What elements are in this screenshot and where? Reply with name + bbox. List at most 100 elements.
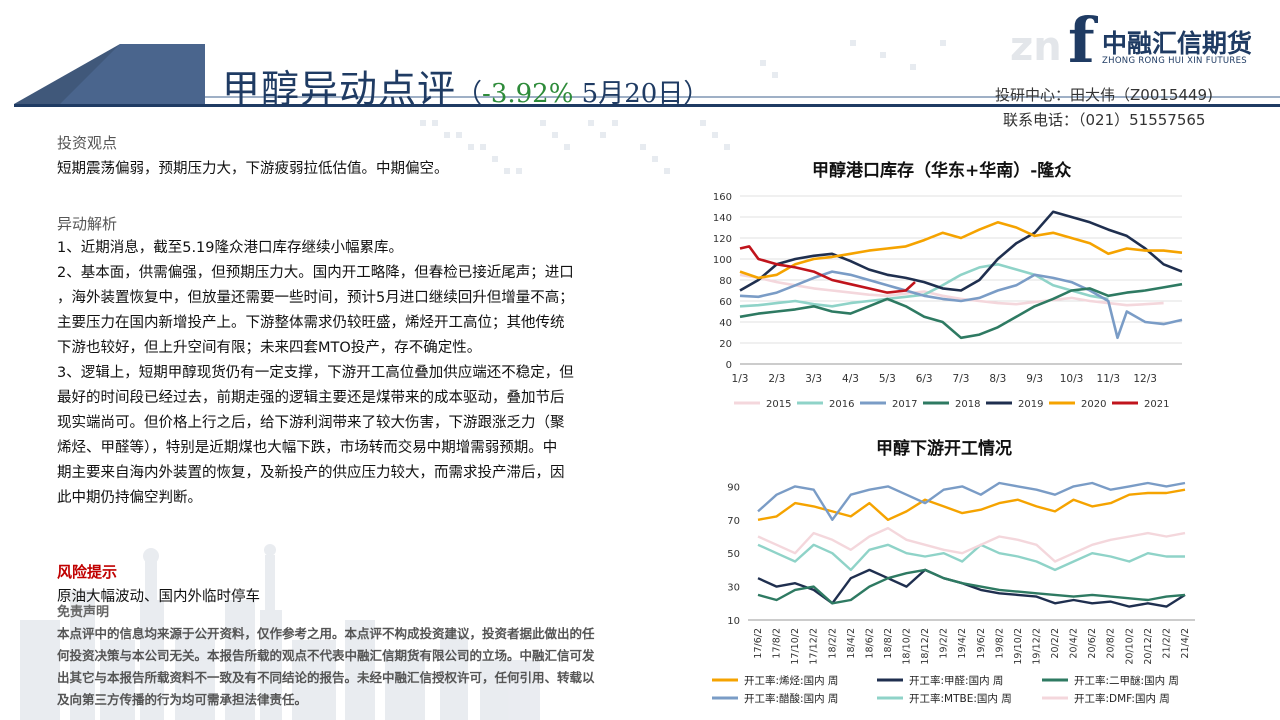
x-tick-label: 10/3 — [1060, 373, 1084, 385]
chart1-title: 甲醇港口库存（华东+华南）-隆众 — [812, 161, 1072, 181]
x-tick-label: 19/12/2 — [1031, 628, 1042, 665]
title-date: 5月20日 — [573, 79, 684, 109]
series-line — [757, 526, 1186, 563]
x-tick-label: 6/3 — [916, 373, 933, 385]
y-tick-label: 30 — [727, 583, 740, 594]
series-line-2018 — [739, 282, 1183, 340]
series-line — [757, 488, 1186, 521]
logo-name: 中融汇信期货 — [1102, 29, 1253, 58]
x-tick-label: 20/6/2 — [1087, 628, 1098, 659]
legend-label: 2015 — [766, 399, 791, 410]
analysis-section-text: 1、近期消息，截至5.19隆众港口库存继续小幅累库。 2、基本面，供需偏强，但预… — [57, 236, 574, 511]
disclaimer-line: 及向第三方传播的行为均可需承担法律责任。 — [57, 692, 308, 707]
x-tick-label: 20/10/2 — [1124, 628, 1135, 665]
x-tick-label: 4/3 — [842, 373, 859, 385]
legend-label: 2019 — [1018, 399, 1043, 410]
legend-label: 2018 — [955, 399, 980, 410]
y-tick-label: 90 — [727, 482, 740, 493]
title-paren-open: （ — [456, 79, 483, 109]
analysis-line: 2、基本面，供需偏强，但预期压力大。国内开工略降，但春检已接近尾声；进口 — [57, 265, 574, 281]
disclaimer-title: 免责声明 — [57, 605, 110, 620]
analysis-line: 下游也较好，但上升空间有限；未来四套MTO投产，存不确定性。 — [57, 340, 482, 356]
y-tick-label: 80 — [719, 276, 732, 287]
disclaimer-line: 何投资决策与本公司无关。本报告所载的观点不代表中融汇信期货有限公司的立场。中融汇… — [57, 648, 595, 663]
analysis-line: 期主要来自海内外装置的恢复，及新投产的供应压力较大，而需求投产滞后，因 — [57, 465, 565, 481]
series-line-2021 — [739, 245, 916, 294]
analysis-line: 最好的时间段已经过去，前期走强的逻辑主要还是煤带来的成本驱动，叠加节后 — [57, 390, 565, 406]
phone-info: 联系电话：（021）51557565 — [1003, 111, 1206, 129]
x-tick-label: 17/12/2 — [809, 628, 820, 665]
x-tick-label: 9/3 — [1026, 373, 1043, 385]
x-tick-label: 21/4/2 — [1180, 628, 1191, 659]
analysis-line: 现实端尚可。但价格上行之后，给下游利润带来了较大伤害，下游跟涨乏力（聚 — [57, 415, 565, 431]
y-tick-label: 100 — [713, 255, 732, 266]
company-logo: zn f 中融汇信期货 ZHONG RONG HUI XIN FUTURES — [1010, 4, 1272, 77]
x-tick-label: 17/10/2 — [790, 628, 801, 665]
title-paren-close: ） — [683, 79, 710, 109]
x-tick-label: 11/3 — [1097, 373, 1121, 385]
legend-label: 开工率:甲醛:国内 周 — [909, 674, 1003, 687]
researcher-info: 投研中心：田大伟（Z0015449) — [995, 86, 1213, 104]
x-tick-label: 19/2/2 — [939, 628, 950, 659]
x-tick-label: 18/12/2 — [920, 628, 931, 665]
logo-f-icon: f — [1068, 4, 1095, 77]
x-tick-label: 18/8/2 — [883, 628, 894, 659]
x-tick-label: 18/10/2 — [902, 628, 913, 665]
series-line — [757, 543, 1185, 572]
logo-sub: ZHONG RONG HUI XIN FUTURES — [1102, 56, 1248, 66]
legend-label: 开工率:MTBE:国内 周 — [909, 692, 1012, 705]
series-line-2017 — [739, 270, 1183, 340]
view-section-title: 投资观点 — [57, 134, 118, 152]
disclaimer-text: 本点评中的信息均来源于公开资料，仅作参考之用。本点评不构成投资建议，投资者据此做… — [57, 623, 595, 711]
legend-label: 开工率:DMF:国内 周 — [1074, 692, 1170, 705]
page-title: 甲醇异动点评（-3.92% 5月20日） — [222, 58, 709, 113]
x-tick-label: 5/3 — [879, 373, 896, 385]
x-tick-label: 18/4/2 — [846, 628, 857, 659]
analysis-line: 此中期仍持偏空判断。 — [57, 490, 202, 506]
chart2-title: 甲醇下游开工情况 — [876, 439, 1012, 459]
legend-label: 2017 — [892, 399, 917, 410]
y-tick-label: 50 — [727, 549, 740, 560]
x-tick-label: 3/3 — [805, 373, 822, 385]
x-tick-label: 8/3 — [989, 373, 1006, 385]
series-line — [757, 568, 1186, 608]
x-tick-label: 20/2/2 — [1050, 628, 1061, 659]
y-tick-label: 20 — [719, 339, 732, 350]
legend-label: 开工率:二甲醚:国内 周 — [1074, 674, 1179, 687]
disclaimer-line: 出其它与本报告所载资料不一致及有不同结论的报告。未经中融汇信授权许可，任何引用、… — [57, 670, 595, 685]
downstream-chart: 10 30 50 70 90 17/6/2 17/8/2 17/10/2 17/12/2 18/2… — [712, 481, 1195, 705]
y-tick-label: 40 — [719, 318, 732, 329]
x-tick-label: 19/10/2 — [1013, 628, 1024, 665]
legend-label: 开工率:醋酸:国内 周 — [744, 692, 838, 705]
series-line — [757, 568, 1186, 605]
title-change: -3.92% — [482, 79, 574, 109]
x-tick-label: 19/6/2 — [976, 628, 987, 659]
analysis-section-title: 异动解析 — [57, 215, 118, 233]
y-tick-label: 10 — [727, 616, 740, 627]
y-tick-label: 140 — [713, 213, 732, 224]
risk-section-text: 原油大幅波动、国内外临时停车 — [57, 589, 260, 605]
risk-section-title: 风险提示 — [57, 563, 118, 581]
disclaimer-line: 本点评中的信息均来源于公开资料，仅作参考之用。本点评不构成投资建议，投资者据此做… — [57, 626, 595, 641]
series-line-2020 — [739, 220, 1183, 280]
series-line-2019 — [739, 210, 1183, 292]
x-tick-label: 1/3 — [732, 373, 749, 385]
series-line-2015 — [739, 273, 1164, 307]
x-tick-label: 17/6/2 — [753, 628, 764, 659]
legend-label: 开工率:烯烃:国内 周 — [744, 674, 838, 687]
y-tick-label: 70 — [727, 516, 740, 527]
series-line — [757, 481, 1186, 521]
analysis-line: 3、逻辑上，短期甲醇现货仍有一定支撑，下游开工高位叠加供应端还不稳定，但 — [57, 365, 574, 381]
x-tick-label: 2/3 — [768, 373, 785, 385]
x-tick-label: 12/3 — [1133, 373, 1157, 385]
x-tick-label: 20/8/2 — [1106, 628, 1117, 659]
x-tick-label: 19/8/2 — [994, 628, 1005, 659]
analysis-line: ，海外装置恢复中，但放量还需要一些时间，预计5月进口继续回升但增量不高； — [57, 290, 574, 306]
y-tick-label: 60 — [719, 297, 732, 308]
analysis-line: 主要压力在国内新增投产上。下游整体需求仍较旺盛，烯烃开工高位；其他传统 — [57, 315, 565, 331]
x-tick-label: 19/4/2 — [957, 628, 968, 659]
inventory-chart: 0 20 40 60 80 100 120 140 160 1/3 2/3 3/3 4/3 5/3 6/3 7… — [713, 192, 1183, 410]
x-tick-label: 20/12/2 — [1143, 628, 1154, 665]
legend-label: 2020 — [1081, 399, 1106, 410]
